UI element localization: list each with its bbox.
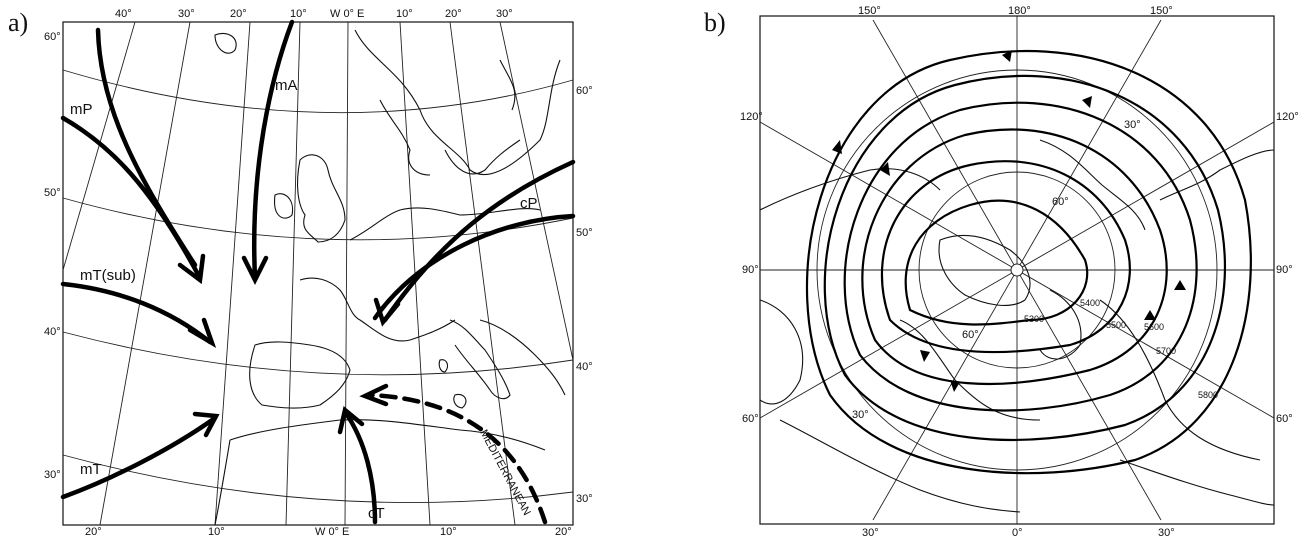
air-mass-arrows — [60, 19, 576, 525]
label-mP: mP — [70, 101, 93, 118]
svg-text:5600: 5600 — [1144, 322, 1164, 332]
map-a-top-lon-labels: 40° 30° 20° 10° W 0° E 10° 20° 30° — [115, 8, 513, 20]
svg-text:20°: 20° — [230, 8, 247, 20]
map-b-lat-labels: 30° 60° 60° 30° — [852, 119, 1141, 421]
svg-text:50°: 50° — [44, 187, 61, 199]
map-b-bottom-labels: 30° 0° 30° — [862, 527, 1175, 539]
svg-text:40°: 40° — [115, 8, 132, 20]
map-b-contour-labels: 5300 5400 5500 5600 5700 5800 — [1024, 298, 1218, 400]
svg-text:0°: 0° — [1012, 527, 1023, 539]
svg-text:60°: 60° — [576, 85, 593, 97]
svg-text:90°: 90° — [742, 264, 759, 276]
svg-text:30°: 30° — [1124, 119, 1141, 131]
svg-text:150°: 150° — [858, 5, 881, 17]
svg-text:30°: 30° — [852, 409, 869, 421]
svg-text:60°: 60° — [742, 413, 759, 425]
map-a-right-lat-labels: 60° 50° 40° 30° — [576, 85, 593, 505]
polar-contour-map: 150° 180° 150° 120° 90° 60° 120° 90° 60°… — [740, 5, 1299, 539]
map-b-left-labels: 120° 90° 60° — [740, 111, 763, 425]
svg-text:W 0° E: W 0° E — [330, 8, 364, 20]
svg-text:20°: 20° — [555, 526, 572, 538]
label-cT: cT — [368, 505, 385, 522]
svg-text:10°: 10° — [440, 526, 457, 538]
label-cP: cP — [520, 195, 538, 212]
svg-text:30°: 30° — [576, 493, 593, 505]
svg-text:50°: 50° — [576, 227, 593, 239]
svg-text:30°: 30° — [1158, 527, 1175, 539]
svg-text:5500: 5500 — [1106, 320, 1126, 330]
svg-text:40°: 40° — [576, 361, 593, 373]
svg-text:5300: 5300 — [1024, 314, 1044, 324]
svg-text:60°: 60° — [44, 31, 61, 43]
svg-text:5700: 5700 — [1156, 346, 1176, 356]
label-mA: mA — [275, 77, 298, 94]
map-a-frame — [62, 21, 574, 526]
svg-text:5400: 5400 — [1080, 298, 1100, 308]
svg-text:W 0° E: W 0° E — [315, 526, 349, 538]
svg-text:150°: 150° — [1150, 5, 1173, 17]
panel-a-label: a) — [8, 8, 29, 37]
panel-b-label: b) — [704, 8, 726, 37]
map-a-coastlines — [214, 29, 566, 526]
svg-text:120°: 120° — [1276, 111, 1299, 123]
svg-text:60°: 60° — [1052, 196, 1069, 208]
map-b-right-labels: 120° 90° 60° — [1276, 111, 1299, 425]
svg-text:30°: 30° — [496, 8, 513, 20]
svg-text:20°: 20° — [85, 526, 102, 538]
svg-text:30°: 30° — [44, 469, 61, 481]
map-b-coastlines — [759, 139, 1275, 513]
svg-text:30°: 30° — [178, 8, 195, 20]
map-b-flow-arrows — [832, 50, 1186, 392]
svg-text:180°: 180° — [1008, 5, 1031, 17]
map-b-top-labels: 150° 180° 150° — [858, 5, 1173, 17]
map-a-left-lat-labels: 60° 50° 40° 30° — [44, 31, 61, 481]
svg-text:120°: 120° — [740, 111, 763, 123]
svg-text:30°: 30° — [862, 527, 879, 539]
svg-text:10°: 10° — [396, 8, 413, 20]
svg-text:40°: 40° — [44, 326, 61, 338]
air-mass-map-europe: 40° 30° 20° 10° W 0° E 10° 20° 30° 20° 1… — [44, 8, 593, 538]
label-mT-sub: mT(sub) — [80, 267, 136, 284]
label-mT: mT — [80, 461, 102, 478]
map-a-bottom-lon-labels: 20° 10° W 0° E 10° 20° — [85, 526, 572, 538]
svg-text:10°: 10° — [208, 526, 225, 538]
svg-text:10°: 10° — [290, 8, 307, 20]
svg-text:5800: 5800 — [1198, 390, 1218, 400]
svg-text:20°: 20° — [445, 8, 462, 20]
svg-text:60°: 60° — [962, 329, 979, 341]
svg-text:90°: 90° — [1276, 264, 1293, 276]
svg-text:60°: 60° — [1276, 413, 1293, 425]
